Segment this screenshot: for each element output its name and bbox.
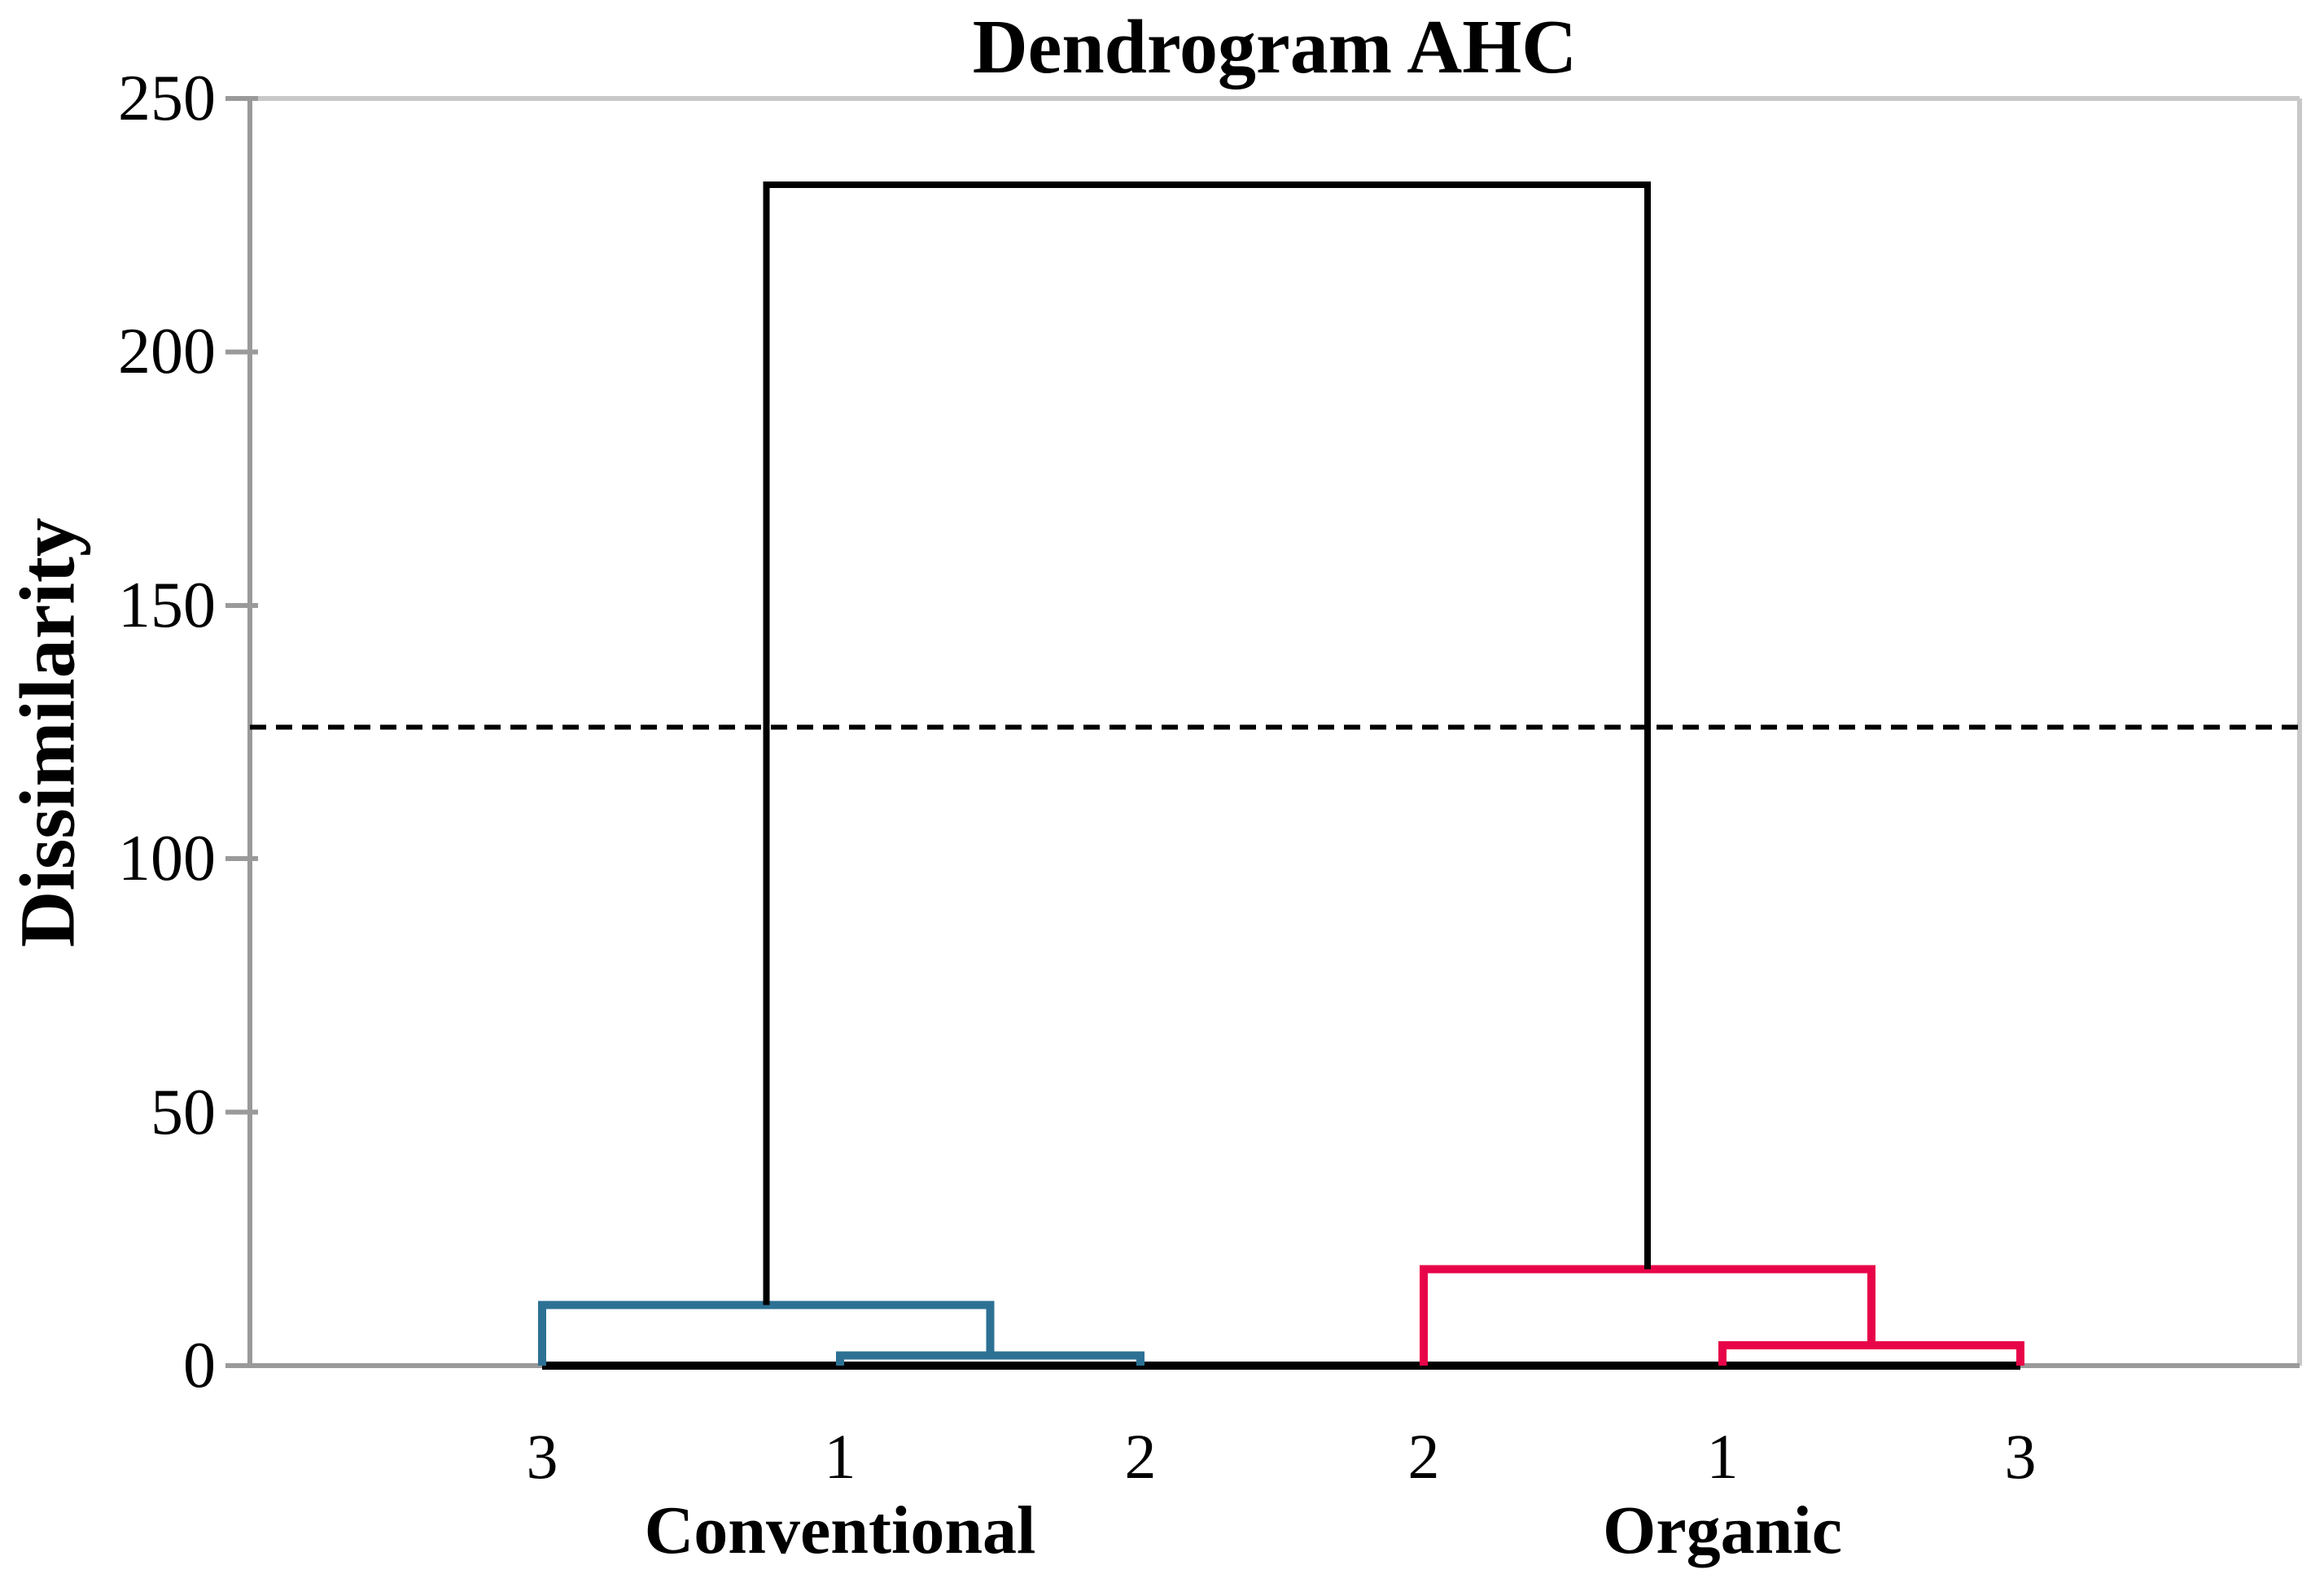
leaf-label-0: 3 bbox=[526, 1421, 558, 1492]
group-label-organic: Organic bbox=[1603, 1493, 1842, 1568]
leaf-label-1: 1 bbox=[824, 1421, 856, 1492]
y-tick-label-250: 250 bbox=[118, 63, 216, 134]
leaf-label-2: 2 bbox=[1124, 1421, 1157, 1492]
leaf-label-4: 1 bbox=[1706, 1421, 1739, 1492]
y-tick-label-200: 200 bbox=[118, 316, 216, 388]
group-label-conventional: Conventional bbox=[644, 1493, 1036, 1568]
y-tick-label-0: 0 bbox=[183, 1330, 216, 1401]
chart-title: Dendrogram AHC bbox=[972, 5, 1578, 90]
y-tick-label-100: 100 bbox=[118, 823, 216, 895]
y-tick-label-150: 150 bbox=[118, 569, 216, 641]
leaf-label-5: 3 bbox=[2004, 1421, 2037, 1492]
y-tick-label-50: 50 bbox=[151, 1076, 216, 1148]
leaf-label-3: 2 bbox=[1407, 1421, 1440, 1492]
